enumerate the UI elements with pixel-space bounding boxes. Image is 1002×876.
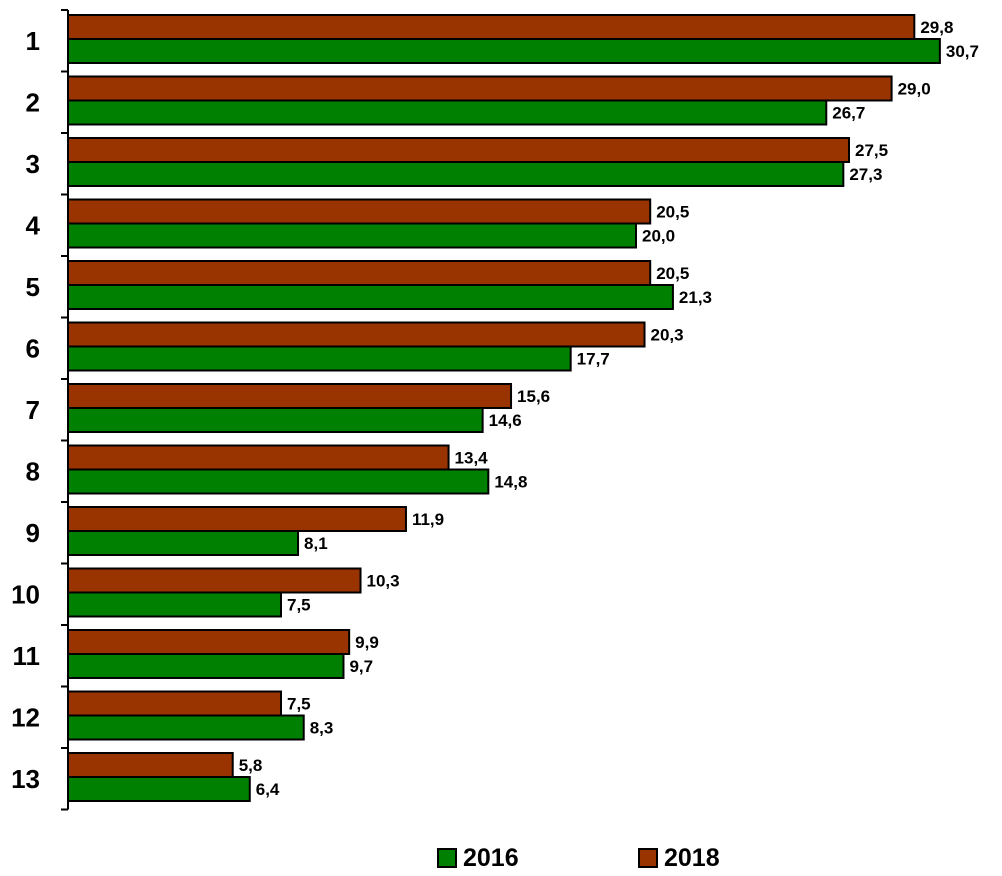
bar-2016	[67, 222, 637, 249]
bar-2018	[67, 690, 282, 717]
legend-item-2018: 2018	[638, 844, 720, 872]
bar-2016	[67, 714, 305, 741]
category-label: 13	[11, 764, 40, 794]
data-label-2018: 7,5	[287, 695, 311, 714]
axis	[61, 9, 69, 811]
data-label-2018: 5,8	[239, 756, 263, 775]
data-label-2018: 29,8	[920, 18, 953, 37]
category-label: 3	[26, 149, 40, 179]
bar-2018	[67, 14, 916, 40]
data-label-2016: 14,6	[489, 411, 522, 430]
category-label: 8	[26, 456, 40, 486]
bar-2016	[67, 530, 300, 556]
bar-2016	[67, 99, 828, 126]
data-label-2018: 27,5	[855, 141, 888, 160]
category-label: 1	[26, 26, 40, 56]
bar-2018	[67, 444, 450, 471]
data-label-2016: 6,4	[256, 780, 280, 799]
data-label-2018: 29,0	[898, 80, 931, 99]
bar-2016	[67, 468, 490, 495]
bar-2018	[67, 321, 646, 348]
data-label-2016: 8,1	[304, 534, 328, 553]
data-label-2016: 27,3	[849, 165, 882, 184]
data-label-2018: 20,3	[651, 326, 684, 345]
category-label: 7	[26, 395, 40, 425]
bar-2018	[67, 629, 351, 655]
legend-label-2018: 2018	[664, 844, 720, 872]
data-label-2018: 15,6	[517, 387, 550, 406]
data-label-2016: 26,7	[832, 104, 865, 123]
bar-2016	[67, 591, 282, 618]
legend-swatch-2018	[638, 848, 658, 868]
category-label: 11	[13, 641, 41, 671]
bar-2016	[67, 776, 251, 802]
bar-2018	[67, 137, 850, 163]
bar-2016	[67, 653, 345, 679]
category-label: 4	[26, 210, 41, 240]
data-label-2018: 11,9	[412, 510, 444, 529]
bar-2016	[67, 38, 941, 64]
bar-2016	[67, 345, 572, 372]
bars	[67, 14, 941, 802]
bar-2018	[67, 75, 893, 102]
data-label-2018: 9,9	[355, 633, 379, 652]
data-label-2016: 7,5	[287, 596, 311, 615]
category-label: 12	[11, 702, 40, 732]
data-label-2016: 14,8	[494, 473, 527, 492]
bar-2018	[67, 506, 407, 532]
labels: 1 29,8 30,7 2 29,0 26,7 3 27,5 27,3 4 20,5 20,0 5 20,…	[11, 18, 979, 799]
bar-2018	[67, 383, 513, 409]
bar-2018	[67, 260, 652, 286]
category-label: 10	[11, 579, 40, 609]
legend-item-2016: 2016	[437, 844, 519, 872]
category-label: 5	[26, 272, 40, 302]
data-label-2016: 9,7	[349, 657, 373, 676]
data-label-2018: 20,5	[656, 264, 689, 283]
data-label-2016: 21,3	[679, 288, 712, 307]
category-label: 2	[26, 87, 40, 117]
category-label: 6	[26, 333, 40, 363]
bar-2018	[67, 567, 362, 594]
category-label: 9	[26, 518, 40, 548]
data-label-2016: 20,0	[642, 227, 675, 246]
data-label-2016: 17,7	[577, 350, 610, 369]
legend-label-2016: 2016	[463, 844, 519, 872]
bar-2016	[67, 161, 845, 187]
data-label-2016: 30,7	[946, 42, 979, 61]
bar-2016	[67, 284, 674, 310]
bar-2018	[67, 752, 234, 778]
bar-2018	[67, 198, 652, 225]
data-label-2018: 20,5	[656, 203, 689, 222]
bar-2016	[67, 407, 484, 433]
legend-swatch-2016	[437, 848, 457, 868]
data-label-2018: 10,3	[367, 572, 400, 591]
data-label-2018: 13,4	[455, 449, 489, 468]
data-label-2016: 8,3	[310, 719, 334, 738]
legend: 2016 2018	[0, 842, 1002, 876]
